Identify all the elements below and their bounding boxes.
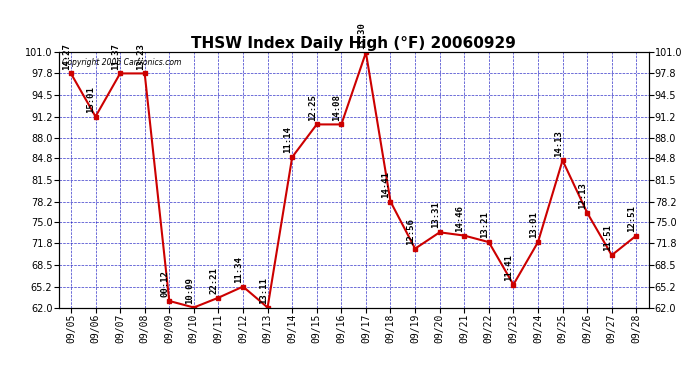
Text: 14:13: 14:13: [553, 130, 562, 156]
Text: 10:09: 10:09: [185, 277, 194, 304]
Text: 11:51: 11:51: [603, 225, 612, 251]
Text: 14:41: 14:41: [382, 171, 391, 198]
Text: 12:56: 12:56: [406, 218, 415, 245]
Text: 13:21: 13:21: [480, 211, 489, 238]
Text: 12:51: 12:51: [627, 205, 636, 232]
Text: 13:30: 13:30: [357, 22, 366, 49]
Text: 11:14: 11:14: [284, 126, 293, 153]
Text: 12:25: 12:25: [308, 94, 317, 121]
Text: 14:46: 14:46: [455, 205, 464, 232]
Text: 11:37: 11:37: [111, 43, 120, 70]
Text: 15:01: 15:01: [87, 86, 96, 113]
Text: 14:08: 14:08: [333, 94, 342, 121]
Text: 13:01: 13:01: [529, 211, 538, 238]
Text: 13:11: 13:11: [259, 277, 268, 304]
Text: 13:23: 13:23: [136, 43, 145, 70]
Text: 11:34: 11:34: [234, 256, 243, 283]
Text: 14:27: 14:27: [62, 43, 71, 70]
Title: THSW Index Daily High (°F) 20060929: THSW Index Daily High (°F) 20060929: [191, 36, 516, 51]
Text: 12:13: 12:13: [578, 182, 587, 209]
Text: 13:31: 13:31: [431, 202, 440, 228]
Text: 22:21: 22:21: [210, 267, 219, 294]
Text: 00:12: 00:12: [160, 270, 169, 297]
Text: Copyright 2006 Cartronics.com: Copyright 2006 Cartronics.com: [61, 58, 181, 67]
Text: 11:41: 11:41: [504, 254, 513, 281]
